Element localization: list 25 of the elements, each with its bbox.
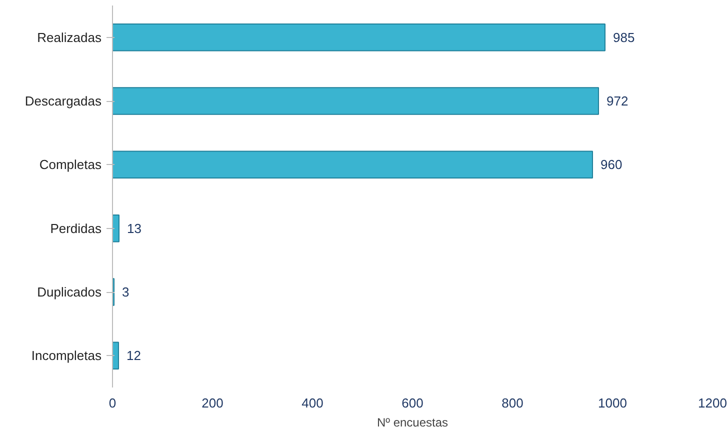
y-tick-label: Descargadas: [24, 94, 102, 108]
x-axis-title: Nº encuestas: [376, 416, 448, 430]
x-tick-label: 800: [502, 396, 524, 410]
y-tick-label: Realizadas: [37, 30, 102, 45]
x-tick-label: 0: [108, 396, 116, 410]
y-tick-label: Completas: [39, 157, 102, 172]
x-tick-label: 200: [202, 396, 224, 410]
data-label: 972: [606, 94, 628, 108]
data-label: 985: [613, 30, 635, 45]
data-label: 3: [122, 284, 130, 300]
bar: [112, 87, 599, 115]
x-tick-label: 1000: [598, 396, 627, 410]
y-tick-label: Duplicados: [37, 284, 102, 300]
bar: [112, 150, 593, 179]
data-label: 12: [126, 348, 141, 364]
bar: [112, 23, 606, 52]
bar: [112, 214, 120, 242]
y-tick-label: Perdidas: [50, 220, 102, 236]
x-tick-label: 600: [402, 396, 424, 410]
data-label: 960: [600, 157, 622, 172]
data-label: 13: [127, 220, 142, 236]
bar: [112, 342, 119, 370]
y-tick-label: Incompletas: [31, 348, 102, 364]
x-tick-label: 400: [302, 396, 324, 410]
x-tick-label: 1200: [698, 396, 727, 410]
